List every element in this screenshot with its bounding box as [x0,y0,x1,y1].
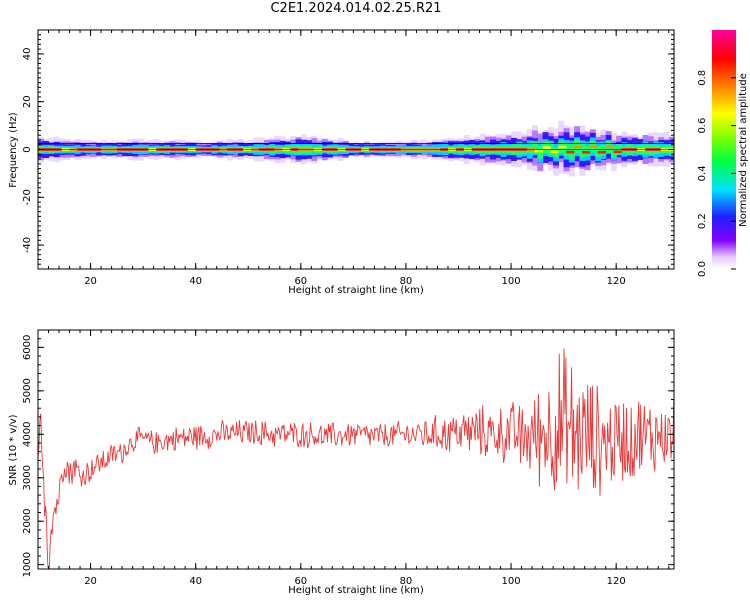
bottom-y-tick-label: 5000 [22,378,33,403]
colorbar-tick-label: 0.6 [697,118,708,134]
colorbar-tick-label: 0.4 [697,165,708,181]
top-y-tick-label: 20 [22,95,33,108]
snr-series-line [38,348,674,569]
top-x-tick-label: 60 [294,276,307,287]
heatmap-cell [584,146,591,156]
top-y-tick-label: -20 [22,189,33,205]
top-x-tick-label: 80 [400,276,413,287]
heatmap-core-cell [589,145,599,148]
bottom-ticks: 20 40 60 80 100 120 1000 2000 3000 4000 5000 6000 [22,329,674,587]
colorbar-tick-label: 0.8 [697,70,708,86]
heatmap-cell [532,142,538,154]
top-y-tick-label: -40 [22,237,33,253]
bottom-y-axis-label: SNR (10 * v/v) [8,414,19,485]
top-y-tick-label: 40 [22,48,33,61]
top-x-tick-label: 20 [84,276,97,287]
heatmap-core-cell [558,145,567,149]
heatmap-cell [579,143,586,158]
top-y-axis-label: Frequency (Hz) [8,112,19,188]
bottom-y-tick-label: 1000 [22,552,33,577]
bottom-y-tick-label: 6000 [22,335,33,360]
bottom-x-axis-label: Height of straight line (km) [288,585,424,596]
bottom-x-tick-label: 120 [607,576,626,587]
heatmap-core-cell [582,151,591,154]
heatmap-core-cell [550,150,559,154]
top-x-tick-label: 40 [189,276,202,287]
bottom-x-tick-label: 80 [400,576,413,587]
bottom-y-tick-label: 4000 [22,422,33,447]
colorbar-tick-label: 0.0 [697,261,708,277]
colorbar: 0.0 0.2 0.4 0.6 0.8 Normalized spectral ampl… [697,30,749,277]
page-title: C2E1.2024.014.02.25.R21 [270,1,442,16]
colorbar-ticks: 0.0 0.2 0.4 0.6 0.8 [697,70,736,277]
heatmap-core-cell [613,150,622,154]
bottom-plot-frame [37,329,675,570]
top-y-tick-label: 0 [22,146,33,152]
heatmap-core-cell [566,150,575,154]
colorbar-tick-label: 0.2 [697,213,708,229]
top-x-tick-label: 100 [502,276,521,287]
heatmap-core-cell [542,146,551,149]
spectrogram-panel: 20 40 60 80 100 120 -40 -20 0 20 40 Height of stra… [8,29,675,296]
bottom-y-tick-label: 2000 [22,508,33,533]
heatmap-core-cell [597,150,606,154]
heatmap-layer [38,120,674,177]
heatmap-cell [600,145,607,156]
bottom-y-tick-label: 3000 [22,465,33,490]
bottom-x-tick-label: 100 [502,576,521,587]
heatmap-core-cell [534,149,543,153]
heatmap-core-cell [605,145,614,149]
colorbar-gradient [712,30,736,269]
snr-panel: 20 40 60 80 100 120 1000 2000 3000 4000 5000 6000 H… [8,329,675,596]
top-x-tick-label: 120 [607,276,626,287]
bottom-x-tick-label: 20 [84,576,97,587]
bottom-x-tick-label: 60 [294,576,307,587]
top-ticks: 20 40 60 80 100 120 -40 -20 0 20 40 [22,30,674,287]
top-x-axis-label: Height of straight line (km) [288,285,424,296]
heatmap-core-cell [574,145,583,149]
bottom-x-tick-label: 40 [189,576,202,587]
heatmap-cell [537,146,544,159]
colorbar-label: Normalized spectral amplitude [738,73,749,227]
snr-line-layer [38,348,674,569]
